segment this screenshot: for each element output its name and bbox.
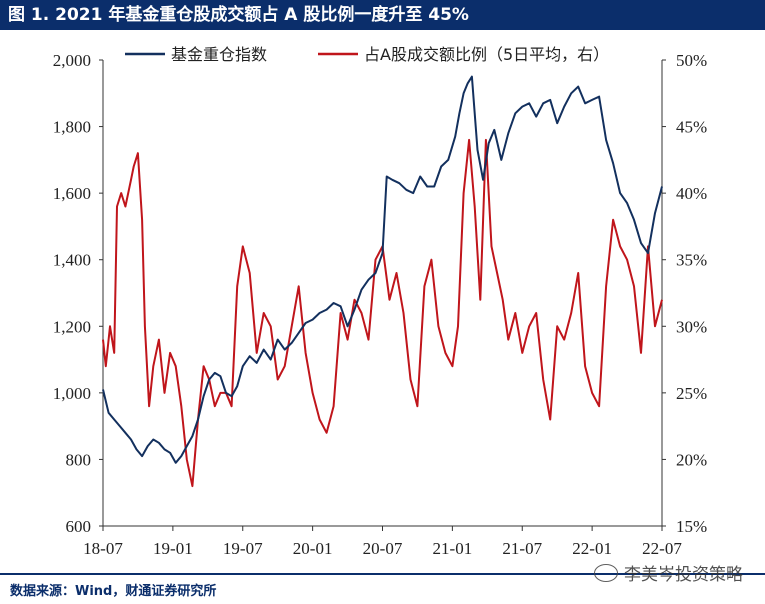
legend: 基金重仓指数 占A股成交额比例（5日平均，右） xyxy=(125,45,609,64)
x-tick-label: 21-01 xyxy=(433,539,473,558)
y-left-tick-label: 1,800 xyxy=(53,118,91,137)
y-left-tick-label: 1,200 xyxy=(53,317,91,336)
axes: 600 800 1,000 1,200 1,400 1,600 1,800 2,000 15% 2… xyxy=(53,51,707,558)
y-left-tick-label: 600 xyxy=(66,517,92,536)
x-tick-label: 19-07 xyxy=(223,539,263,558)
y-left-tick-label: 1,000 xyxy=(53,384,91,403)
series-line-fund-index xyxy=(102,75,663,464)
chart-area: 600 800 1,000 1,200 1,400 1,600 1,800 2,000 15% 2… xyxy=(0,30,765,570)
y-left-tick-label: 2,000 xyxy=(53,51,91,70)
legend-label: 基金重仓指数 xyxy=(171,45,267,64)
source-note: 数据来源：Wind，财通证券研究所 xyxy=(10,584,217,599)
y-right-tick-label: 35% xyxy=(676,251,707,270)
x-tick-label: 20-07 xyxy=(363,539,403,558)
x-tick-label: 20-01 xyxy=(293,539,333,558)
x-tick-label: 18-07 xyxy=(83,539,123,558)
y-right-tick-label: 45% xyxy=(676,118,707,137)
watermark-text: 李美岑投资策略 xyxy=(624,565,743,585)
x-tick-label: 22-01 xyxy=(572,539,612,558)
y-right-tick-label: 30% xyxy=(676,317,707,336)
series-layer xyxy=(102,75,663,488)
y-left-tick-label: 1,600 xyxy=(53,184,91,203)
y-left-tick-label: 1,400 xyxy=(53,251,91,270)
series-line-turnover-ratio xyxy=(102,138,663,488)
x-tick-label: 22-07 xyxy=(642,539,682,558)
y-right-tick-label: 20% xyxy=(676,450,707,469)
y-right-tick-label: 25% xyxy=(676,384,707,403)
x-tick-label: 19-01 xyxy=(153,539,193,558)
y-right-tick-label: 40% xyxy=(676,184,707,203)
y-right-tick-label: 15% xyxy=(676,517,707,536)
figure-title: 图 1. 2021 年基金重仓股成交额占 A 股比例一度升至 45% xyxy=(0,0,765,30)
x-tick-label: 21-07 xyxy=(502,539,542,558)
legend-label: 占A股成交额比例（5日平均，右） xyxy=(364,45,609,64)
footer-divider xyxy=(0,573,765,575)
dual-axis-line-chart: 600 800 1,000 1,200 1,400 1,600 1,800 2,000 15% 2… xyxy=(53,45,707,558)
wechat-icon xyxy=(594,563,618,582)
y-left-tick-label: 800 xyxy=(66,450,92,469)
y-right-tick-label: 50% xyxy=(676,51,707,70)
watermark: 李美岑投资策略 xyxy=(594,560,743,585)
